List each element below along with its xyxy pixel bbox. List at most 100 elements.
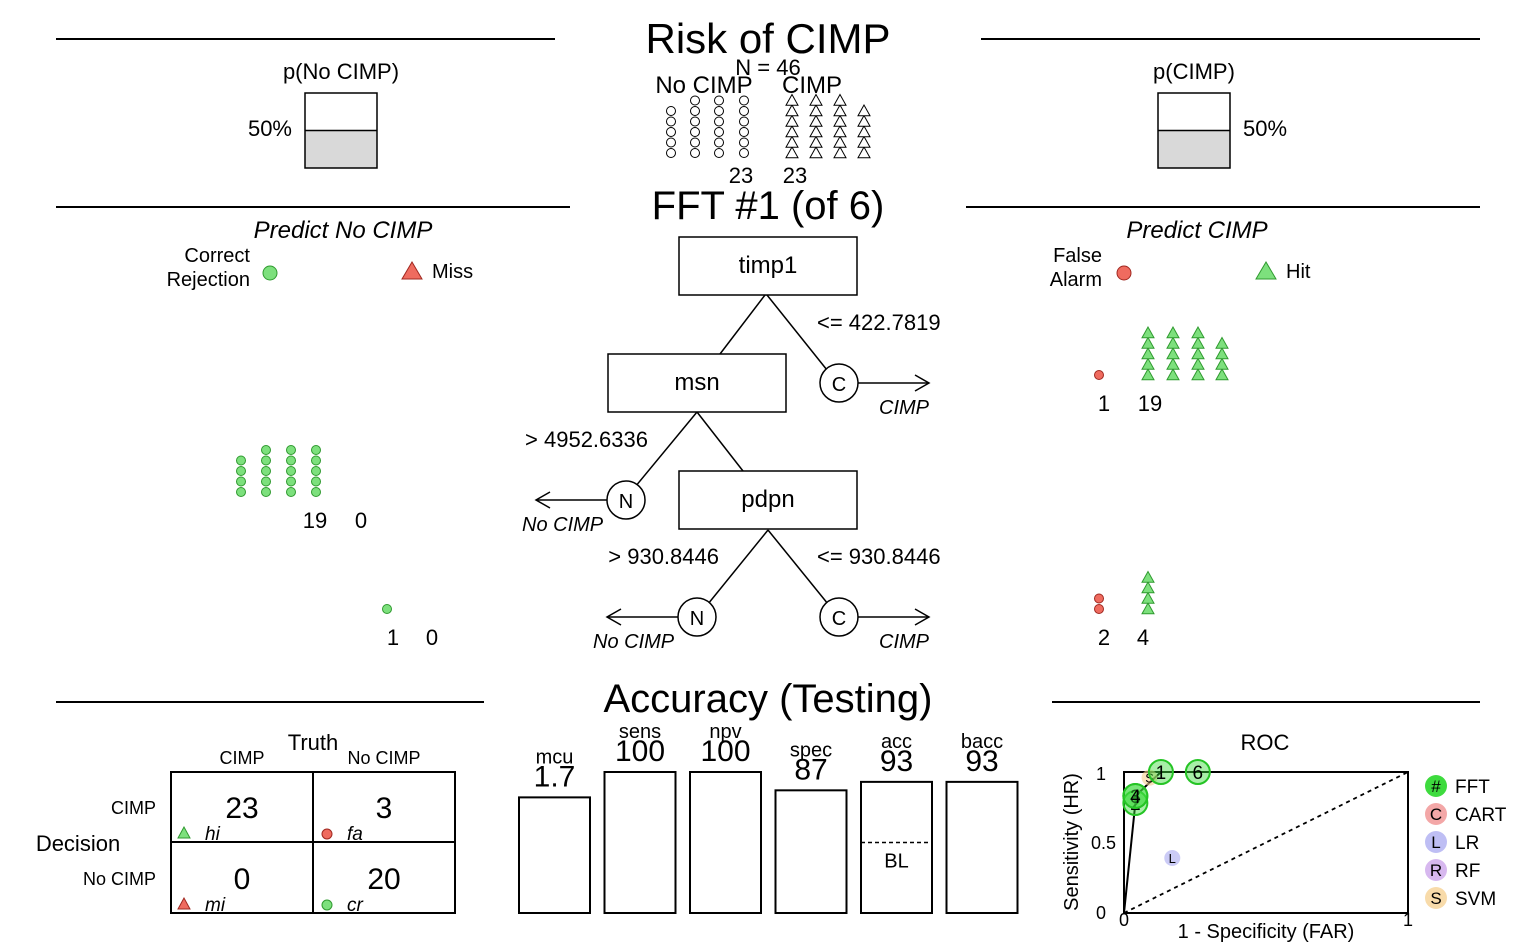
- level1-hit-icon: [1141, 367, 1155, 381]
- bar-spec: [774, 789, 848, 915]
- roc-point-label-fft-4: 4: [1130, 787, 1141, 808]
- legend-lr-label: LR: [1455, 833, 1479, 854]
- roc-fft-curve: [1123, 771, 1408, 914]
- risk-cimp-icon: [833, 93, 847, 106]
- edge-node3-left: [707, 529, 769, 605]
- level2-cr-icon: [286, 445, 296, 455]
- legend-cr-line1: Correct: [184, 245, 250, 267]
- bar-mcu-name: mcu: [536, 746, 574, 768]
- risk-cimp-icon: [785, 114, 799, 127]
- risk-no-cimp-icon: [690, 116, 700, 127]
- level2-cr-icon: [236, 476, 246, 487]
- level1-fa-icon: [1094, 370, 1104, 380]
- decision-label: Decision: [36, 831, 120, 856]
- legend-svm-label: SVM: [1455, 889, 1496, 910]
- risk-cimp-icon: [809, 135, 823, 148]
- p-yes-fill: [1158, 130, 1230, 168]
- cell-hi-value: 23: [225, 792, 258, 825]
- cell-fa-value: 3: [376, 792, 393, 825]
- risk-no-cimp-icon: [739, 148, 749, 158]
- risk-cimp-icon: [857, 145, 871, 159]
- level3-fa-icon: [1094, 593, 1104, 604]
- col-cimp-label: CIMP: [220, 748, 265, 768]
- level3-fa-count: 2: [1098, 625, 1110, 650]
- level2-cr-icon: [236, 455, 246, 466]
- legend-miss-icon: [401, 261, 423, 280]
- legend-cart-label: CART: [1455, 805, 1507, 826]
- level1-hit-icon: [1166, 357, 1180, 370]
- node3-right-letter: C: [832, 608, 846, 630]
- edge-node2-node3: [696, 411, 744, 472]
- cell-cr-label: cr: [347, 895, 364, 916]
- accuracy-title: Accuracy (Testing): [604, 677, 933, 721]
- p-no-value: 50%: [248, 116, 292, 141]
- level2-cr-icon: [261, 476, 271, 487]
- risk-no-cimp-icon: [739, 137, 749, 148]
- risk-cimp-icon: [857, 103, 871, 117]
- bar-npv-value: 100: [700, 735, 750, 768]
- cell-hi-icon: [177, 825, 191, 839]
- level2-cr-icon: [236, 487, 246, 497]
- level2-cr-icon: [311, 466, 321, 476]
- row-nocimp-label: No CIMP: [83, 869, 156, 889]
- node3-right-arrowhead: [914, 608, 931, 626]
- risk-cimp-icon: [833, 124, 847, 138]
- legend-cr-icon: [262, 265, 278, 281]
- risk-cimp-icon: [809, 93, 823, 106]
- legend-rf-label: RF: [1455, 861, 1480, 882]
- risk-cimp-icon: [809, 124, 823, 138]
- legend-svm-swatch: [1425, 887, 1447, 909]
- cell-fa-label: fa: [347, 824, 363, 845]
- risk-no-cimp-icons: [666, 95, 749, 158]
- roc-point-fft-6: [1184, 759, 1211, 785]
- cell-cr-value: 20: [367, 863, 400, 896]
- p-yes-value: 50%: [1243, 116, 1287, 141]
- level2-cr-icon: [286, 476, 296, 487]
- level2-cr-icon: [261, 455, 271, 466]
- risk-no-cimp-icon: [739, 116, 749, 127]
- risk-no-cimp-icon: [714, 127, 724, 137]
- level2-cr-icon: [236, 466, 246, 476]
- truth-label: Truth: [288, 730, 339, 755]
- node-msn: [607, 353, 787, 413]
- predict-no-heading: Predict No CIMP: [254, 217, 433, 244]
- level1-hit-icon: [1166, 367, 1180, 381]
- bar-mcu-value: 1.7: [534, 760, 576, 793]
- risk-cimp-icons: [785, 93, 871, 159]
- bar-spec-value: 87: [794, 753, 827, 786]
- risk-no-cimp-icon: [714, 116, 724, 127]
- level1-hit-icon: [1141, 325, 1155, 339]
- risk-no-cimp-icon: [739, 127, 749, 137]
- risk-cimp-icon: [809, 103, 823, 117]
- predict-yes-heading: Predict CIMP: [1126, 217, 1267, 244]
- level1-hit-icon: [1191, 346, 1205, 360]
- bar-acc-name: acc: [881, 731, 912, 753]
- node3-left-letter: N: [690, 608, 704, 630]
- level2-cr-icon: [286, 466, 296, 476]
- risk-no-cimp-icon: [666, 116, 676, 127]
- level3-miss-count: 0: [426, 625, 438, 650]
- level2-cr-count: 19: [303, 508, 327, 533]
- cell-mi-label: mi: [205, 895, 226, 916]
- risk-count-yes: 23: [783, 163, 807, 188]
- edge-node1-node2: [719, 294, 766, 355]
- node-timp1-label: timp1: [739, 252, 798, 279]
- legend-fft-letter: #: [1431, 777, 1441, 796]
- node-pdpn: [678, 470, 858, 530]
- node-msn-label: msn: [674, 369, 719, 396]
- level3-hit-icon: [1141, 570, 1155, 583]
- risk-cimp-icon: [785, 93, 799, 106]
- node2-exit-label: No CIMP: [522, 514, 604, 536]
- legend-lr-swatch: [1425, 831, 1447, 853]
- legend-miss-label: Miss: [432, 261, 473, 283]
- level3-hit-count: 4: [1137, 625, 1149, 650]
- risk-cimp-icon: [785, 124, 799, 138]
- bar-sens-value: 100: [615, 735, 665, 768]
- legend-cart-swatch: [1425, 803, 1447, 825]
- risk-no-cimp-icon: [714, 106, 724, 116]
- legend-fa-line1: False: [1053, 245, 1102, 267]
- level2-cr-icon: [311, 455, 321, 466]
- edge-node2-exit: [634, 411, 698, 488]
- level2-cr-icon: [311, 487, 321, 497]
- row-cimp-label: CIMP: [111, 798, 156, 818]
